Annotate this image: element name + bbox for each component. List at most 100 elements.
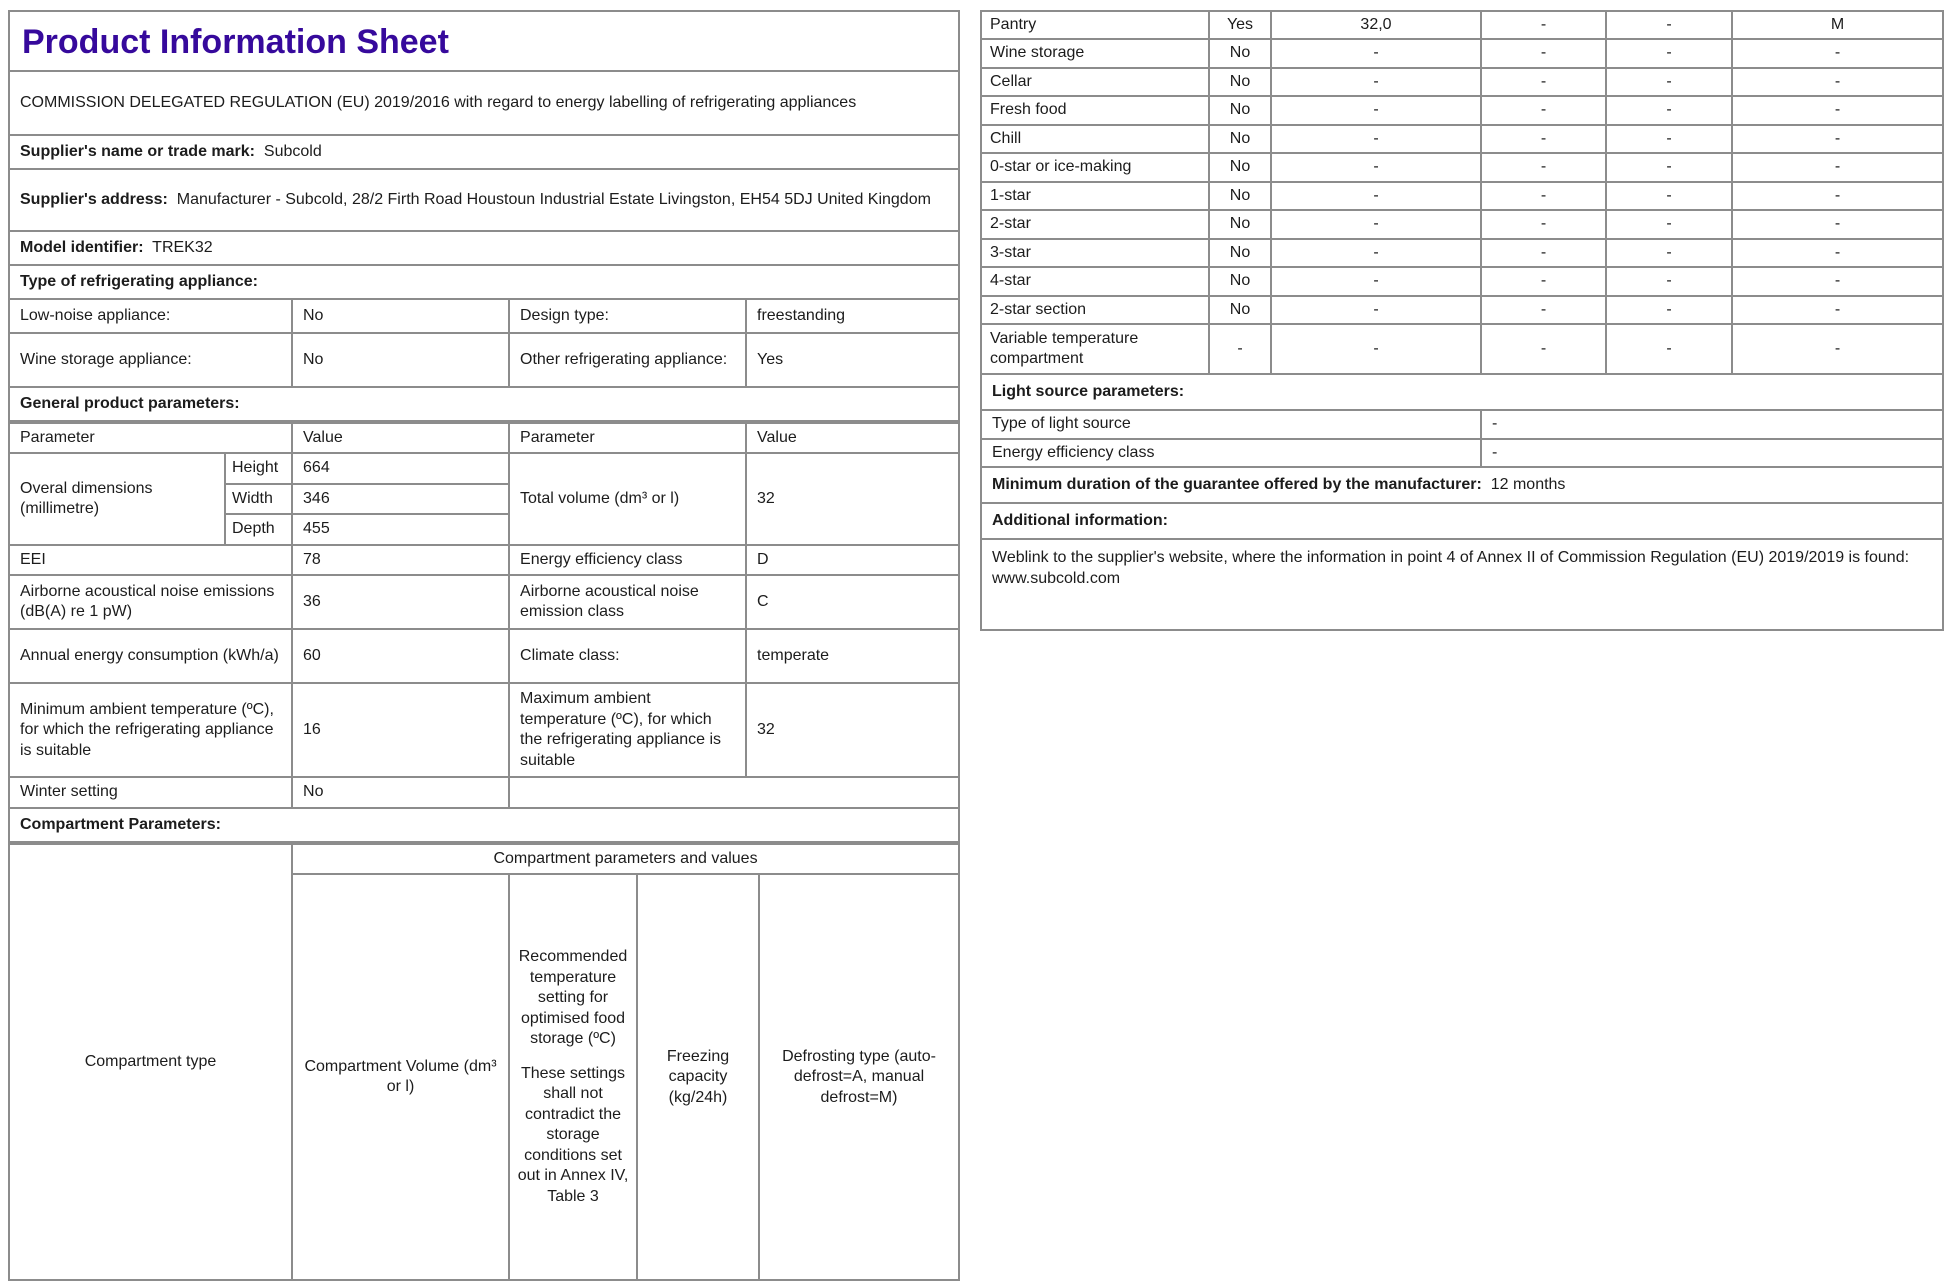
temperature-cell: - xyxy=(1480,266,1607,297)
value-cell: No xyxy=(291,776,511,809)
supplier-name-row: Supplier's name or trade mark: Subcold xyxy=(7,134,961,170)
empty-cell xyxy=(508,776,961,809)
table-row: 3-star No - - - - xyxy=(980,237,1944,269)
compartment-type-cell: Chill xyxy=(980,123,1210,155)
table-header-row: Parameter Value Parameter Value xyxy=(7,421,961,455)
compartment-type-cell: Variable temperature compartment xyxy=(980,323,1210,376)
model-identifier-label: Model identifier: xyxy=(20,238,144,256)
recommended-temperature-note: These settings shall not contradict the … xyxy=(517,1064,629,1205)
weblink-row: Weblink to the supplier's website, where… xyxy=(980,538,1944,632)
defrost-cell: - xyxy=(1731,294,1944,326)
temperature-cell: - xyxy=(1480,95,1607,126)
value-cell: temperate xyxy=(745,628,961,685)
header-table: Product Information Sheet COMMISSION DEL… xyxy=(7,10,961,422)
table-row: Energy efficiency class - xyxy=(980,437,1944,469)
volume-cell: - xyxy=(1270,323,1482,376)
light-efficiency-label: Energy efficiency class xyxy=(980,437,1482,469)
freezing-cell: - xyxy=(1605,9,1733,41)
value-cell: Yes xyxy=(744,332,961,388)
value-header: Value xyxy=(291,421,511,455)
value-cell: D xyxy=(745,543,961,577)
freezing-cell: - xyxy=(1605,66,1733,98)
table-row: Chill No - - - - xyxy=(980,123,1944,155)
volume-cell: - xyxy=(1270,152,1482,183)
table-row: 0-star or ice-making No - - - - xyxy=(980,152,1944,183)
height-label: Height xyxy=(223,452,294,485)
value-cell: No xyxy=(291,298,510,334)
general-parameters-table: Parameter Value Parameter Value Overal d… xyxy=(7,421,961,843)
light-source-type-value: - xyxy=(1480,409,1944,440)
param-cell: Maximum ambient temperature (ºC), for wh… xyxy=(508,682,748,779)
freezing-cell: - xyxy=(1605,180,1733,212)
volume-cell: - xyxy=(1270,266,1482,297)
weblink-label: Weblink to the supplier's website, where… xyxy=(992,549,1910,567)
present-cell: No xyxy=(1208,152,1272,183)
model-identifier-value: TREK32 xyxy=(152,238,213,256)
present-cell: No xyxy=(1208,209,1272,240)
present-cell: No xyxy=(1208,294,1272,326)
table-row: Depth 455 xyxy=(9,513,959,546)
guarantee-value: 12 months xyxy=(1490,475,1566,493)
model-identifier-row: Model identifier: TREK32 xyxy=(7,230,961,266)
temperature-cell: - xyxy=(1480,323,1607,376)
table-row: Low-noise appliance: No Design type: fre… xyxy=(8,298,961,334)
table-row: 4-star No - - - - xyxy=(980,266,1944,297)
title-row: Product Information Sheet xyxy=(7,10,961,72)
table-row: Variable temperature compartment - - - -… xyxy=(980,323,1944,376)
guarantee-row: Minimum duration of the guarantee offere… xyxy=(980,466,1944,505)
param-cell: EEI xyxy=(7,543,294,577)
present-cell: No xyxy=(1208,95,1272,126)
total-volume-value: 32 xyxy=(745,452,961,546)
depth-label: Depth xyxy=(223,513,294,546)
param-cell: Airborne acoustical noise emission class xyxy=(508,574,748,631)
width-value: 346 xyxy=(291,482,511,516)
temperature-cell: - xyxy=(1480,38,1607,69)
defrost-cell: - xyxy=(1731,180,1944,212)
additional-information-heading: Additional information: xyxy=(980,502,1944,541)
value-header: Value xyxy=(745,421,961,455)
param-header: Parameter xyxy=(508,421,748,455)
table-row: EEI 78 Energy efficiency class D xyxy=(7,543,961,577)
recommended-temperature-header: Recommended temperature setting for opti… xyxy=(508,873,638,1282)
temperature-cell: - xyxy=(1480,237,1607,269)
compartment-span-header: Compartment parameters and values xyxy=(291,842,960,876)
temperature-cell: - xyxy=(1480,9,1607,41)
defrosting-type-header: Defrosting type (auto-defrost=A, manual … xyxy=(758,873,960,1282)
volume-cell: - xyxy=(1270,237,1482,269)
light-source-type-label: Type of light source xyxy=(980,409,1482,440)
temperature-cell: - xyxy=(1480,152,1607,183)
table-row: Type of light source - xyxy=(980,409,1944,440)
defrost-cell: - xyxy=(1731,237,1944,269)
temperature-cell: - xyxy=(1480,294,1607,326)
table-row: Winter setting No xyxy=(7,776,961,809)
value-cell: freestanding xyxy=(744,298,961,334)
freezing-cell: - xyxy=(1605,152,1733,183)
compartment-type-header: Compartment type xyxy=(8,842,293,1282)
present-cell: No xyxy=(1208,66,1272,98)
present-cell: - xyxy=(1208,323,1272,376)
defrost-cell: - xyxy=(1731,323,1944,376)
compartment-header-table: Compartment type Compartment parameters … xyxy=(8,842,960,1282)
table-row: Fresh food No - - - - xyxy=(980,95,1944,126)
freezing-cell: - xyxy=(1605,237,1733,269)
width-label: Width xyxy=(223,482,294,516)
compartment-type-cell: Wine storage xyxy=(980,38,1210,69)
freezing-cell: - xyxy=(1605,209,1733,240)
table-row: 1-star No - - - - xyxy=(980,180,1944,212)
param-cell: Design type: xyxy=(508,298,747,334)
depth-value: 455 xyxy=(291,513,511,546)
present-cell: No xyxy=(1208,180,1272,212)
freezing-cell: - xyxy=(1605,294,1733,326)
volume-cell: - xyxy=(1270,123,1482,155)
compartment-type-cell: 1-star xyxy=(980,180,1210,212)
table-row: 2-star No - - - - xyxy=(980,209,1944,240)
present-cell: No xyxy=(1208,237,1272,269)
volume-cell: - xyxy=(1270,38,1482,69)
defrost-cell: - xyxy=(1731,152,1944,183)
freezing-cell: - xyxy=(1605,323,1733,376)
dimensions-label: Overal dimensions (millimetre) xyxy=(8,452,226,546)
freezing-cell: - xyxy=(1605,95,1733,126)
freezing-cell: - xyxy=(1605,266,1733,297)
param-cell: Other refrigerating appliance: xyxy=(508,332,747,388)
value-cell: C xyxy=(745,574,961,631)
